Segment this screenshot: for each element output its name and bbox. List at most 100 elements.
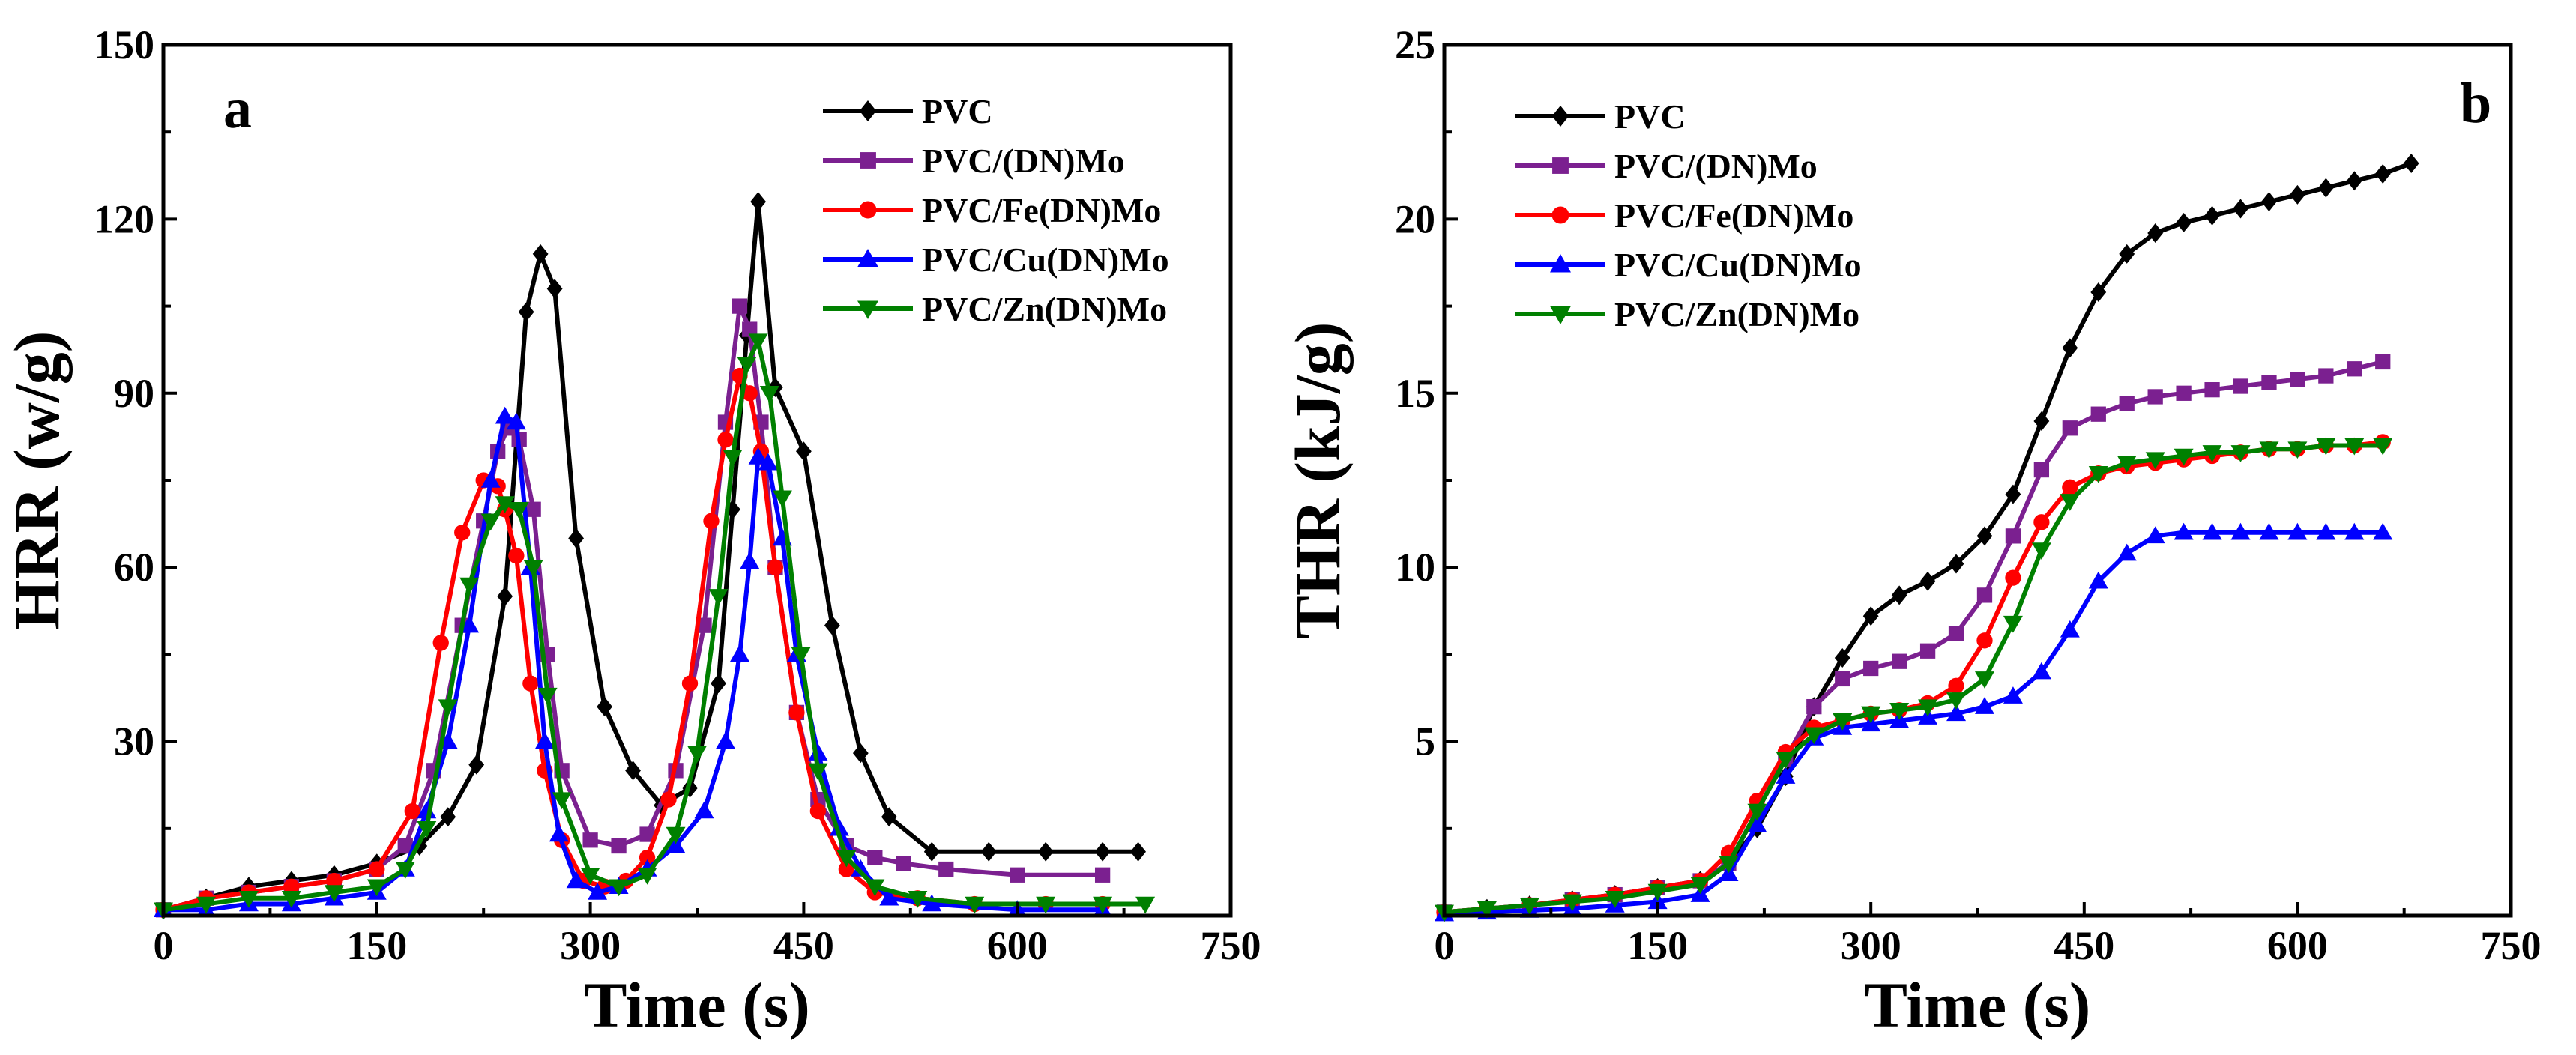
- data-point: [1948, 677, 1964, 694]
- series-5: [1435, 438, 2393, 922]
- panel-b-x-axis-title: Time (s): [1865, 969, 2091, 1041]
- data-point: [2259, 441, 2279, 459]
- data-point: [808, 743, 828, 761]
- y-tick-label: 90: [114, 371, 154, 416]
- data-point: [1889, 703, 1910, 720]
- series-2: [1436, 354, 2391, 920]
- data-point: [2060, 620, 2080, 638]
- data-point: [732, 298, 748, 314]
- data-point: [1891, 585, 1907, 605]
- data-point: [759, 386, 779, 403]
- data-point: [238, 891, 259, 908]
- data-point: [2233, 199, 2248, 219]
- data-point: [454, 525, 471, 541]
- data-point: [879, 888, 899, 906]
- legend-entry: PVC: [1515, 97, 1686, 136]
- data-point: [525, 501, 541, 517]
- x-tick-label: 300: [560, 923, 621, 968]
- data-point: [2261, 192, 2277, 212]
- data-point: [2403, 154, 2419, 174]
- data-point: [666, 836, 686, 853]
- data-point: [2347, 361, 2362, 377]
- data-point: [2117, 543, 2137, 561]
- data-point: [666, 826, 686, 844]
- data-point: [2119, 396, 2135, 411]
- legend-entry: PVC/(DN)Mo: [823, 142, 1125, 180]
- series-1: [155, 192, 1146, 920]
- data-point: [1974, 671, 1994, 689]
- data-point: [965, 896, 985, 914]
- series-line: [1444, 439, 2383, 915]
- data-point: [767, 559, 784, 575]
- series-line: [163, 303, 1103, 913]
- panel-b-y-axis-title: THR (kJ/g): [1282, 322, 1354, 639]
- panel-b-ticks: 0 150 300 450 600 750 5 10 15 20 25: [1395, 22, 2542, 968]
- legend-marker: [860, 152, 876, 169]
- data-point: [1094, 841, 1111, 862]
- data-point: [1719, 856, 1739, 874]
- data-point: [1130, 841, 1146, 862]
- data-point: [611, 838, 627, 854]
- data-point: [639, 826, 655, 842]
- data-point: [1918, 699, 1938, 717]
- y-tick-label: 20: [1395, 196, 1435, 241]
- data-point: [2259, 522, 2279, 540]
- data-point: [748, 447, 768, 465]
- data-point: [459, 577, 480, 595]
- data-point: [2316, 438, 2336, 456]
- data-point: [582, 832, 598, 848]
- data-point: [740, 551, 760, 569]
- data-point: [534, 731, 555, 749]
- data-point: [838, 861, 855, 877]
- data-point: [2374, 163, 2391, 184]
- data-point: [687, 746, 707, 764]
- data-point: [1892, 653, 1907, 669]
- legend-marker: [859, 100, 877, 121]
- data-point: [1946, 692, 1967, 710]
- data-point: [326, 872, 343, 889]
- data-point: [1747, 803, 1767, 821]
- legend-label: PVC: [922, 92, 993, 130]
- legend-entry: PVC: [823, 92, 993, 130]
- data-point: [397, 838, 413, 854]
- data-point: [552, 792, 572, 810]
- data-point: [2031, 542, 2051, 560]
- data-point: [923, 841, 940, 862]
- data-point: [1862, 606, 1879, 626]
- x-tick-label: 0: [1435, 923, 1455, 968]
- x-tick-label: 750: [1201, 923, 1261, 968]
- data-point: [708, 589, 729, 606]
- data-point: [737, 357, 757, 375]
- data-point: [566, 871, 586, 889]
- data-point: [2230, 445, 2251, 462]
- y-tick-label: 60: [114, 545, 154, 590]
- data-point: [2005, 569, 2021, 586]
- x-tick-label: 150: [1627, 923, 1688, 968]
- legend-marker: [1551, 106, 1569, 127]
- series-line: [163, 414, 1103, 913]
- data-point: [2145, 452, 2165, 470]
- legend-marker: [859, 201, 877, 219]
- series-line: [163, 373, 1103, 913]
- data-point: [369, 861, 385, 877]
- data-point: [1804, 727, 1824, 745]
- data-point: [1948, 626, 1964, 641]
- series-2: [155, 298, 1111, 918]
- legend-entry: PVC/Fe(DN)Mo: [823, 191, 1161, 229]
- data-point: [1861, 706, 1881, 724]
- data-point: [788, 704, 805, 721]
- data-point: [1776, 752, 1796, 769]
- data-point: [1476, 901, 1497, 919]
- data-point: [1747, 815, 1767, 832]
- data-point: [2088, 465, 2108, 483]
- data-point: [1976, 587, 1993, 603]
- data-point: [597, 697, 612, 717]
- data-point: [497, 586, 513, 606]
- data-point: [2202, 445, 2222, 462]
- data-point: [2176, 385, 2192, 401]
- data-point: [1605, 891, 1625, 908]
- data-point: [506, 412, 526, 430]
- data-point: [1834, 648, 1850, 668]
- data-point: [1835, 671, 1850, 687]
- data-point: [468, 755, 485, 775]
